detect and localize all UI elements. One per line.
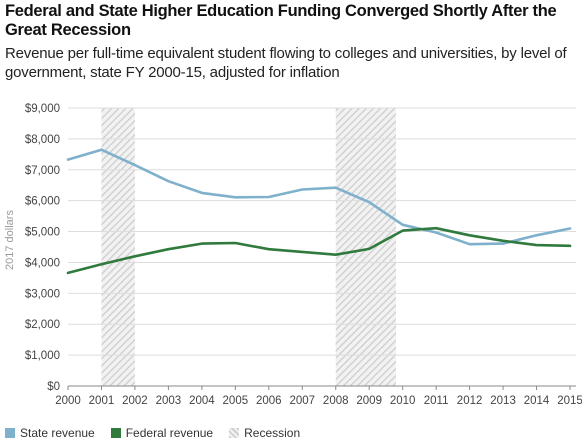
series-line-federal (66, 226, 572, 275)
chart-title: Federal and State Higher Education Fundi… (5, 2, 557, 39)
legend-label-state: State revenue (20, 426, 95, 440)
x-tick-label: 2000 (55, 395, 81, 407)
legend-item-federal: Federal revenue (110, 426, 214, 440)
y-tick-label: $3,000 (25, 288, 60, 300)
legend-swatch-state (5, 428, 15, 438)
x-tick-label: 2006 (256, 395, 282, 407)
x-tick-label: 2001 (89, 395, 115, 407)
x-tick-label: 2014 (524, 395, 550, 407)
recession-band (101, 108, 135, 386)
x-tick-label: 2010 (390, 395, 416, 407)
series-line-state (66, 148, 572, 246)
y-tick-label: $1,000 (25, 350, 60, 362)
legend-label-federal: Federal revenue (125, 426, 214, 440)
recession-band (335, 108, 396, 386)
x-tick-label: 2005 (223, 395, 249, 407)
x-tick-label: 2009 (356, 395, 382, 407)
y-tick-label: $8,000 (25, 134, 60, 146)
x-tick-label: 2015 (557, 395, 582, 407)
y-tick-label: $6,000 (25, 196, 60, 208)
x-tick-label: 2007 (289, 395, 315, 407)
x-tick-label: 2008 (323, 395, 349, 407)
y-tick-label: $7,000 (25, 165, 60, 177)
legend-swatch-recession (229, 428, 240, 438)
x-tick-label: 2013 (490, 395, 516, 407)
legend-swatch-federal (110, 428, 121, 438)
legend: State revenue Federal revenue Recession (5, 424, 316, 442)
chart-subtitle: Revenue per full-time equivalent student… (5, 45, 567, 81)
x-tick-label: 2002 (122, 395, 148, 407)
y-axis-label: 2017 dollars (4, 210, 16, 270)
y-tick-label: $4,000 (25, 257, 60, 269)
legend-item-state: State revenue (5, 426, 95, 440)
x-tick-label: 2004 (189, 395, 215, 407)
y-tick-label: $2,000 (25, 319, 60, 331)
y-tick-label: $0 (47, 381, 60, 393)
line-chart: $0 $1,000 $2,000 $3,000 $4,000 $5,000 $6,000 $7… (4, 103, 582, 407)
y-tick-label: $5,000 (25, 227, 60, 239)
x-tick-label: 2012 (457, 395, 483, 407)
x-tick-label: 2003 (156, 395, 182, 407)
y-tick-label: $9,000 (25, 103, 60, 115)
legend-label-recession: Recession (244, 426, 301, 440)
legend-item-recession: Recession (229, 426, 300, 440)
x-tick-label: 2011 (424, 395, 449, 407)
